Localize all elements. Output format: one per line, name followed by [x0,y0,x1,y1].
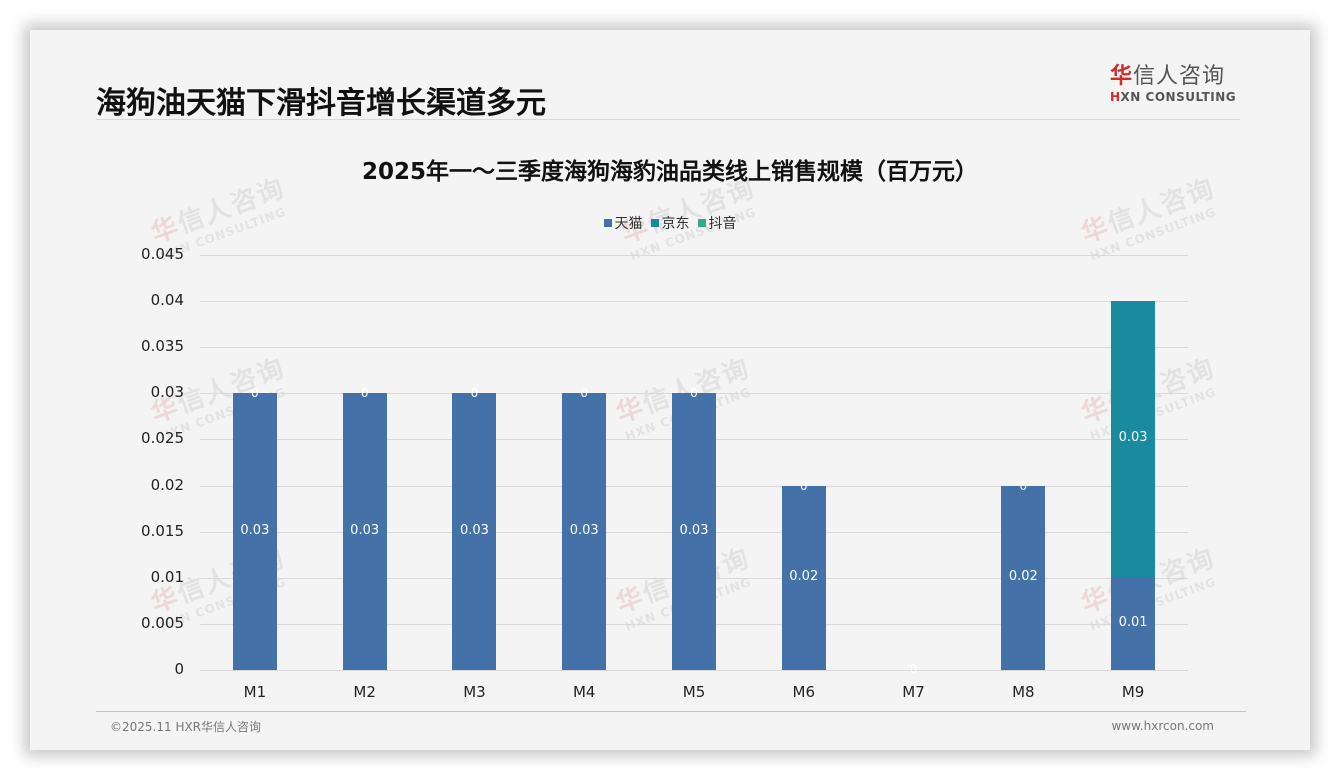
y-axis-tick: 0.045 [141,245,184,263]
y-axis-tick: 0.02 [150,475,184,494]
data-label: 0 [690,386,698,401]
bar-segment [1111,301,1156,578]
bar-segment [672,393,716,670]
data-label: 0.03 [679,522,709,538]
bar-segment [781,485,826,670]
data-label: 0.02 [789,568,819,584]
y-axis-tick: 0.04 [150,291,184,310]
logo-en: HXN CONSULTING [1110,90,1237,104]
bar-segment [562,393,607,670]
legend-item: 抖音 [697,213,737,233]
data-label: 0 [909,662,918,676]
legend-swatch-icon [603,219,612,227]
data-label: 0 [580,386,589,401]
data-label: 0 [1019,478,1028,493]
x-axis-tick: M6 [792,683,816,701]
x-axis-tick: M7 [902,683,925,701]
chart-plot-area: 0 0.005 0.01 0.015 0.02 0.025 0.03 0.035 0.04 0.0… [141,245,1188,701]
data-label: 0.03 [459,522,489,538]
chart-title: 2025年一～三季度海狗海豹油品类线上销售规模（百万元） [361,159,978,185]
x-axis-tick: M9 [1121,683,1145,701]
x-axis-tick: M3 [463,683,486,701]
data-label: 0.03 [240,522,270,538]
legend-swatch-icon [697,219,706,227]
bar-segment [232,393,277,670]
footer-divider [96,711,1246,712]
y-axis-tick: 0.025 [141,429,184,448]
x-axis-tick: M8 [1012,683,1035,701]
legend-label: 京东 [661,216,690,232]
bar-segment [1001,485,1046,670]
legend-swatch-icon [650,219,659,227]
legend-label: 抖音 [708,216,737,232]
data-label: 0 [470,386,479,401]
data-label: 0.01 [1118,614,1148,630]
data-label: 0.02 [1008,568,1038,584]
x-axis-tick: M1 [243,683,267,701]
y-axis-tick: 0.035 [141,337,184,356]
y-axis-tick: 0.005 [141,613,184,632]
logo-cn: 华信人咨询 [1110,64,1226,89]
y-axis-tick: 0.015 [141,521,184,540]
data-label: 0.03 [350,522,380,538]
legend-label: 天猫 [614,216,643,232]
gridline [200,670,1188,671]
gridline [200,255,1188,256]
x-axis-tick: M4 [572,683,596,701]
legend-item: 京东 [650,213,690,233]
data-label: 0 [251,386,259,401]
chart-legend: 天猫 京东 抖音 [30,213,1310,233]
data-label: 0.03 [569,522,599,538]
bar-segment [342,393,387,670]
y-axis-tick: 0.01 [150,567,184,586]
brand-logo: 华信人咨询 HXN CONSULTING [1110,64,1250,104]
bar-segment [452,393,497,670]
legend-item: 天猫 [603,213,643,233]
gridline [200,347,1188,349]
y-axis-tick: 0 [174,660,184,678]
bar-segment [1111,577,1156,670]
data-label: 0 [360,386,369,401]
data-label: 0 [799,478,808,493]
x-axis-tick: M5 [682,683,706,701]
y-axis-tick: 0.03 [150,383,184,402]
gridline [200,301,1188,303]
slide: 海狗油天猫下滑抖音增长渠道多元 华信人咨询 HXN CONSULTING 华信人… [30,30,1310,750]
x-axis-tick: M2 [353,683,376,701]
footer-website: www.hxrcon.com [1111,719,1214,733]
header-divider [96,119,1240,120]
slide-title: 海狗油天猫下滑抖音增长渠道多元 [96,86,546,121]
footer-copyright: ©2025.11 HXR华信人咨询 [110,720,262,734]
data-label: 0.03 [1118,430,1148,446]
